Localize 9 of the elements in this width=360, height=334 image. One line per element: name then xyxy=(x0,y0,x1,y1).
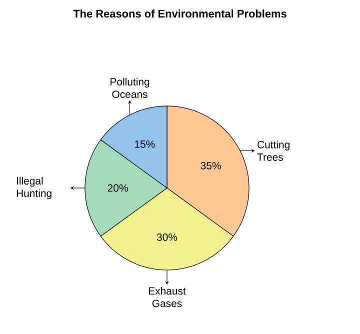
slice-label: Polluting Oceans xyxy=(110,78,150,98)
slice-label: Cutting Trees xyxy=(257,140,290,161)
data-label: 15% xyxy=(134,140,155,148)
chart-title: The Reasons of Environmental Problems xyxy=(73,10,286,18)
slice-label: Exhaust Gases xyxy=(148,286,186,308)
data-label: 20% xyxy=(108,184,128,192)
data-label: 35% xyxy=(200,162,221,170)
data-label: 30% xyxy=(156,234,178,241)
slice-label: Illegal Hunting xyxy=(16,176,52,200)
